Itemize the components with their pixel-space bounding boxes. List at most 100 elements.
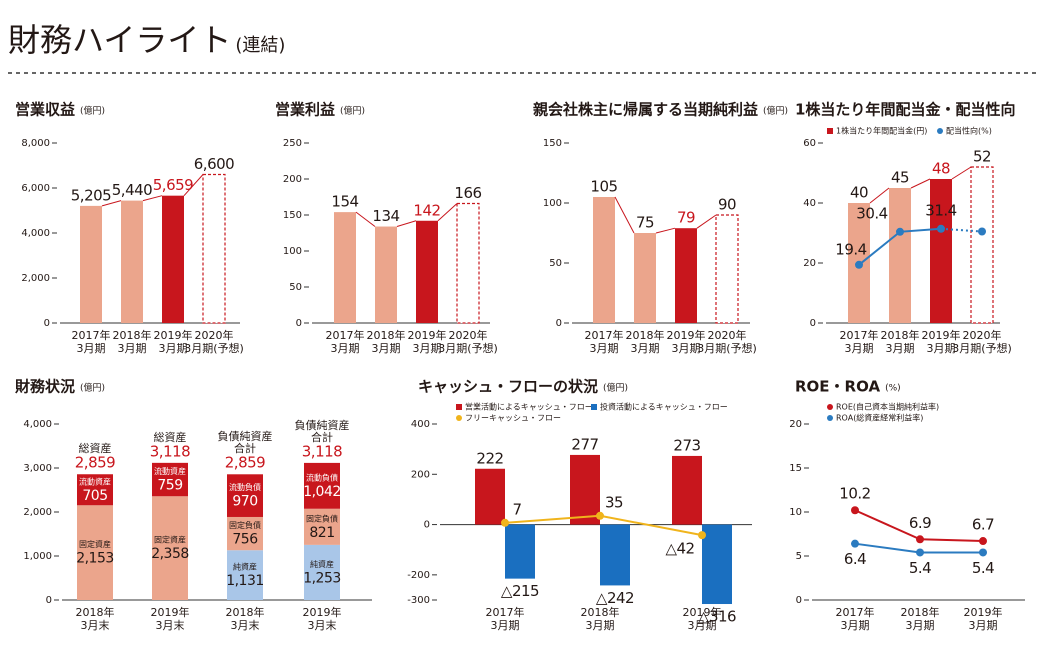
bar — [456, 202, 480, 324]
column-header: 負債純資産合計 — [218, 429, 273, 455]
value-label: △316 — [698, 608, 736, 626]
unit-label: (億円) — [80, 105, 105, 117]
segment-name: 流動負債 — [306, 472, 338, 482]
unit-label: (億円) — [80, 382, 105, 394]
bar — [889, 188, 911, 323]
point — [896, 227, 904, 236]
total-label: 2,859 — [225, 454, 265, 472]
value-label: 5,440 — [112, 181, 152, 199]
bar — [715, 214, 739, 324]
segment-name: 流動資産 — [154, 466, 186, 476]
value-label: 90 — [718, 196, 736, 214]
x-tick-label: 2018年 3月末 — [226, 605, 265, 632]
segment-name: 固定資産 — [154, 535, 186, 545]
y-tick-label: 5 — [796, 551, 802, 562]
legend-marker — [591, 404, 597, 410]
x-tick-label: 2019年 3月期 — [667, 328, 706, 355]
bar — [702, 524, 732, 605]
segment-name: 流動負債 — [229, 482, 261, 492]
unit-label: (億円) — [763, 105, 788, 117]
value-label: 5,205 — [71, 186, 111, 204]
y-tick-label: 0 — [296, 318, 302, 329]
bar — [416, 220, 438, 323]
segment-value: 1,253 — [303, 570, 341, 586]
legend-marker — [827, 404, 833, 410]
value-label: △42 — [665, 540, 694, 558]
value-label: 273 — [673, 436, 700, 454]
x-tick-label: 2020年 3月期(予想) — [697, 328, 757, 355]
value-label: 142 — [413, 201, 440, 219]
bar-segment — [304, 544, 340, 600]
x-tick-label: 2017年 3月期 — [836, 605, 875, 632]
page-subtitle: (連結) — [235, 35, 285, 56]
value-label: 134 — [372, 207, 399, 225]
bar — [600, 524, 630, 586]
bar-segment — [227, 474, 263, 517]
legend-marker — [456, 404, 462, 410]
y-tick-label: 0 — [46, 595, 52, 606]
segment-value: 2,358 — [151, 546, 189, 562]
x-tick-label: 2020年 3月期(予想) — [952, 328, 1012, 355]
trend-line — [614, 196, 635, 234]
bar-segment — [77, 474, 113, 506]
bar-segment — [304, 462, 340, 509]
bar — [334, 212, 356, 323]
point — [916, 535, 924, 544]
value-label: 277 — [571, 435, 598, 453]
point — [978, 227, 986, 236]
value-label: △242 — [596, 589, 634, 607]
value-label: 75 — [636, 214, 654, 232]
y-tick-label: -200 — [407, 570, 430, 581]
legend-marker — [937, 128, 943, 134]
y-tick-label: 0 — [424, 520, 430, 531]
value-label: 6,600 — [194, 155, 234, 173]
y-tick-label: 20 — [789, 419, 802, 430]
y-tick-label: 100 — [543, 198, 562, 209]
value-label: 10.2 — [839, 485, 870, 503]
legend-label: フリーキャッシュ・フロー — [465, 414, 561, 423]
bar — [593, 197, 615, 323]
trend-line — [910, 178, 931, 189]
bar-segment — [152, 462, 188, 497]
bar-segment — [227, 516, 263, 551]
bar — [634, 233, 656, 323]
point — [698, 531, 706, 540]
bar — [672, 455, 702, 525]
y-tick-label: 400 — [411, 419, 430, 430]
chart-title: 親会社株主に帰属する当期純利益 — [533, 101, 758, 119]
y-tick-label: 150 — [543, 138, 562, 149]
y-tick-label: 200 — [283, 174, 302, 185]
y-tick-label: 6,000 — [21, 183, 50, 194]
segment-value: 2,153 — [76, 551, 114, 567]
point — [851, 539, 859, 548]
value-label: 40 — [850, 184, 868, 202]
x-tick-label: 2017年 3月期 — [486, 605, 525, 632]
y-tick-label: 15 — [789, 463, 802, 474]
legend-label: 営業活動によるキャッシュ・フロー — [465, 402, 593, 412]
value-label: 30.4 — [856, 204, 887, 222]
value-label: 35 — [605, 493, 623, 511]
segment-name: 純資産 — [310, 559, 334, 569]
segment-value: 1,042 — [303, 484, 341, 500]
segment-name: 固定負債 — [306, 513, 338, 523]
segment-name: 流動資産 — [79, 476, 111, 486]
y-tick-label: 2,000 — [21, 273, 50, 284]
chart-title: 財務状況 — [14, 378, 75, 396]
y-tick-label: 10 — [789, 507, 802, 518]
y-tick-label: 0 — [796, 595, 802, 606]
bar — [375, 226, 397, 323]
x-tick-label: 2017年 3月期 — [585, 328, 624, 355]
chart-title: ROE・ROA — [795, 378, 880, 396]
trend-line — [951, 166, 972, 180]
total-label: 3,118 — [302, 442, 342, 460]
x-tick-label: 2018年 3月期 — [367, 328, 406, 355]
legend-marker — [827, 415, 833, 421]
y-tick-label: 20 — [803, 258, 816, 269]
value-label: 105 — [590, 178, 617, 196]
y-tick-label: 2,000 — [23, 507, 52, 518]
value-label: 6.7 — [972, 516, 994, 534]
value-label: 5,659 — [153, 176, 193, 194]
value-label: 79 — [677, 209, 695, 227]
y-tick-label: 4,000 — [21, 228, 50, 239]
y-tick-label: 8,000 — [21, 138, 50, 149]
